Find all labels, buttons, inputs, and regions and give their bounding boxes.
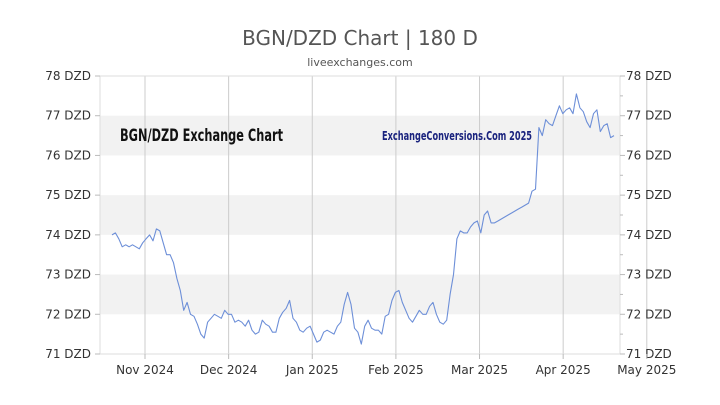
y-tick-label: 73 DZD [626,268,672,282]
shaded-band [100,195,620,235]
y-tick-label: 73 DZD [45,268,91,282]
shaded-band [100,115,620,156]
y-tick-label: 74 DZD [45,228,91,242]
y-tick-label: 76 DZD [45,148,91,162]
y-tick-label: 76 DZD [626,148,672,162]
chart-title: BGN/DZD Chart | 180 D [242,26,478,50]
x-tick-label: Apr 2025 [536,363,591,377]
y-tick-label: 78 DZD [626,69,672,83]
series-line [111,93,615,345]
x-tick-label: Feb 2025 [368,363,424,377]
x-tick-label: Mar 2025 [451,363,508,377]
y-tick-label: 77 DZD [626,109,672,123]
y-axis-right: 71 DZD 72 DZD 73 DZD 74 DZD 75 DZD 76 DZD 77 D… [620,69,672,361]
shaded-band [100,274,620,315]
x-tick-label: May 2025 [617,363,676,377]
y-tick-label: 74 DZD [626,228,672,242]
inner-chart-title: BGN/DZD Exchange Chart [120,126,283,146]
vertical-gridlines [144,76,648,354]
y-axis-left: 71 DZD 72 DZD 73 DZD 74 DZD 75 DZD 76 DZD 77 D… [45,69,100,361]
y-tick-label: 75 DZD [45,188,91,202]
chart-subtitle: liveexchanges.com [307,56,413,69]
x-tick-label: Dec 2024 [200,363,258,377]
y-tick-label: 77 DZD [45,109,91,123]
x-tick-label: Jan 2025 [285,363,339,377]
y-tick-label: 72 DZD [626,307,672,321]
y-tick-label: 71 DZD [45,347,91,361]
y-tick-label: 72 DZD [45,307,91,321]
x-tick-label: Nov 2024 [116,363,174,377]
watermark-text: ExchangeConversions.Com 2025 [382,129,532,143]
y-tick-label: 75 DZD [626,188,672,202]
x-axis: Nov 2024 Dec 2024 Jan 2025 Feb 2025 Mar 2025… [116,354,676,377]
y-tick-label: 71 DZD [626,347,672,361]
background-bands [100,115,620,315]
y-tick-label: 78 DZD [45,69,91,83]
